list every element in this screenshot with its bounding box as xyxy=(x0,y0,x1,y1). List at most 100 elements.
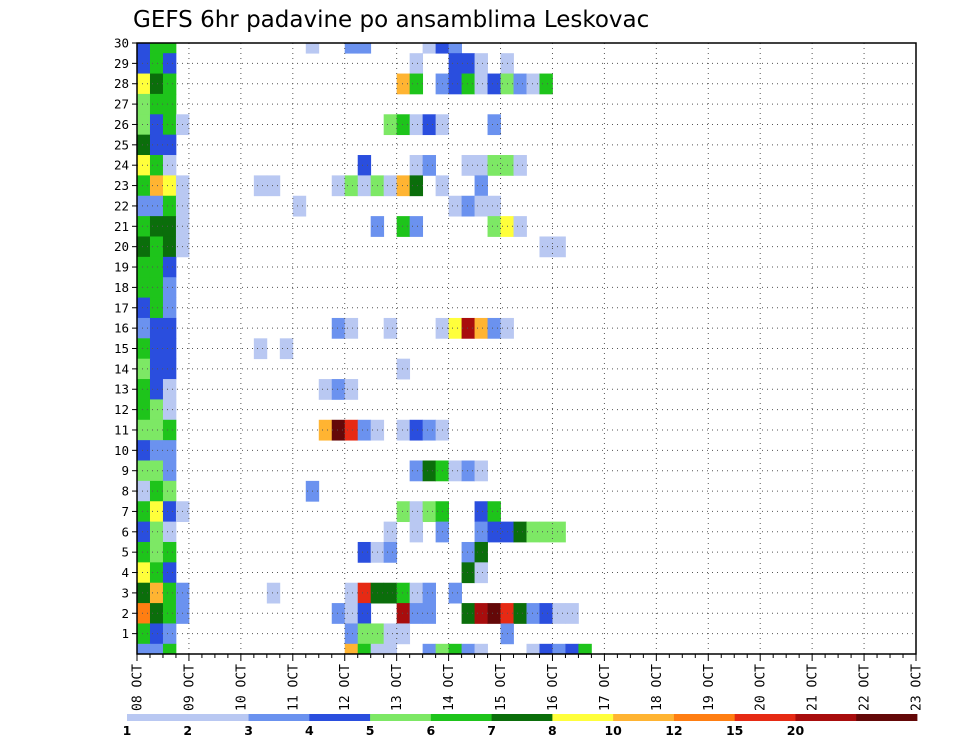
colorbar-swatch xyxy=(248,714,310,721)
y-tick-label: 9 xyxy=(121,463,129,478)
y-tick-label: 30 xyxy=(114,36,129,51)
heatmap-cell xyxy=(448,53,462,74)
heatmap-cell xyxy=(331,317,346,339)
chart-title: GEFS 6hr padavine po ansamblima Leskovac xyxy=(133,7,649,33)
heatmap-cell xyxy=(487,155,501,176)
colorbar-tick-label: 20 xyxy=(787,723,805,738)
heatmap-cell xyxy=(539,643,553,655)
heatmap-cell xyxy=(526,643,540,655)
heatmap-cell xyxy=(162,643,177,655)
heatmap-cell xyxy=(318,379,333,400)
heatmap-cell xyxy=(539,521,553,543)
heatmap-cell xyxy=(370,643,385,655)
heatmap-cell xyxy=(162,399,177,421)
y-tick-label: 7 xyxy=(121,504,129,519)
heatmap-cell xyxy=(253,175,268,197)
heatmap-cell xyxy=(137,501,151,523)
y-tick-label: 25 xyxy=(114,137,129,152)
heatmap-cell xyxy=(137,541,151,563)
heatmap-cell xyxy=(448,582,462,604)
x-tick-label: 12 OCT xyxy=(338,664,353,711)
heatmap-cell xyxy=(539,73,553,95)
heatmap-cell xyxy=(513,603,527,624)
heatmap-cell xyxy=(396,419,411,441)
heatmap-cell xyxy=(162,501,177,523)
heatmap-cell xyxy=(149,399,164,421)
colorbar-tick-label: 6 xyxy=(426,723,435,738)
heatmap-cell xyxy=(331,419,346,441)
heatmap-cell xyxy=(513,73,527,95)
heatmap-cell xyxy=(266,175,281,197)
heatmap-cell xyxy=(474,521,488,543)
heatmap-cell xyxy=(409,73,424,95)
heatmap-cell xyxy=(149,73,164,95)
colorbar-tick-label: 4 xyxy=(305,723,314,738)
heatmap-cell xyxy=(149,134,164,156)
y-tick-label: 4 xyxy=(121,565,129,580)
x-tick-label: 18 OCT xyxy=(650,664,665,711)
heatmap-cell xyxy=(513,216,527,237)
y-tick-label: 18 xyxy=(114,280,129,295)
heatmap-cell xyxy=(149,541,164,563)
heatmap-cell xyxy=(448,317,462,339)
heatmap-cell xyxy=(137,216,151,237)
heatmap-cell xyxy=(137,399,151,421)
heatmap-cell xyxy=(162,134,177,156)
heatmap-cell xyxy=(344,317,359,339)
heatmap-cell xyxy=(331,379,346,400)
x-tick-label: 15 OCT xyxy=(494,664,509,711)
colorbar-tick-label: 10 xyxy=(604,723,622,738)
heatmap-cell xyxy=(487,501,501,523)
heatmap-cell xyxy=(162,541,177,563)
y-tick-label: 1 xyxy=(121,626,129,641)
heatmap-cell xyxy=(409,175,424,197)
y-axis-ticks: 1234567891011121314151617181920212223242… xyxy=(114,36,137,641)
heatmap-cell xyxy=(162,582,177,604)
heatmap-cell xyxy=(137,338,151,360)
heatmap-cell xyxy=(396,73,411,95)
y-tick-label: 17 xyxy=(114,300,129,315)
heatmap-cell xyxy=(461,317,475,339)
heatmap-cell xyxy=(162,480,177,502)
heatmap-cell xyxy=(396,582,411,604)
y-tick-label: 12 xyxy=(114,402,129,417)
colorbar-swatch xyxy=(795,714,857,721)
y-tick-label: 28 xyxy=(114,76,129,91)
heatmap-cell xyxy=(137,521,151,543)
heatmap-cell xyxy=(137,460,151,482)
y-tick-label: 6 xyxy=(121,524,129,539)
heatmap-cell xyxy=(461,603,475,624)
heatmap-cell xyxy=(435,643,449,655)
heatmap-cell xyxy=(137,175,151,197)
heatmap-cell xyxy=(162,195,177,217)
heatmap-cell xyxy=(513,155,527,176)
heatmap-cell xyxy=(526,603,540,624)
heatmap-cell xyxy=(487,195,501,217)
heatmap-cell xyxy=(137,236,151,258)
heatmap-cell xyxy=(357,541,372,563)
heatmap-cell xyxy=(422,419,437,441)
heatmap-cell xyxy=(149,623,164,645)
heatmap-cell xyxy=(266,582,281,604)
heatmap-cell xyxy=(149,501,164,523)
heatmap-cell xyxy=(162,379,177,400)
heatmap-cell xyxy=(409,155,424,176)
colorbar-tick-label: 12 xyxy=(665,723,682,738)
x-tick-label: 17 OCT xyxy=(598,664,613,711)
heatmap-cell xyxy=(162,216,177,237)
heatmap-cell xyxy=(383,317,398,339)
heatmap-cell xyxy=(137,562,151,584)
y-tick-label: 5 xyxy=(121,545,129,560)
y-tick-label: 10 xyxy=(114,443,129,458)
heatmap-cell xyxy=(539,603,553,624)
heatmap-cell xyxy=(357,603,372,624)
colorbar-tick-label: 7 xyxy=(487,723,496,738)
heatmap-cell xyxy=(344,175,359,197)
heatmap-cell xyxy=(344,643,359,655)
heatmap-cell xyxy=(137,582,151,604)
y-tick-label: 15 xyxy=(114,341,129,356)
colorbar-legend: 1 2 3 4 5 6 7 8 10 12 15 20 xyxy=(123,714,918,738)
y-tick-label: 2 xyxy=(121,606,129,621)
heatmap-cell xyxy=(149,582,164,604)
heatmap-cell xyxy=(539,236,553,258)
